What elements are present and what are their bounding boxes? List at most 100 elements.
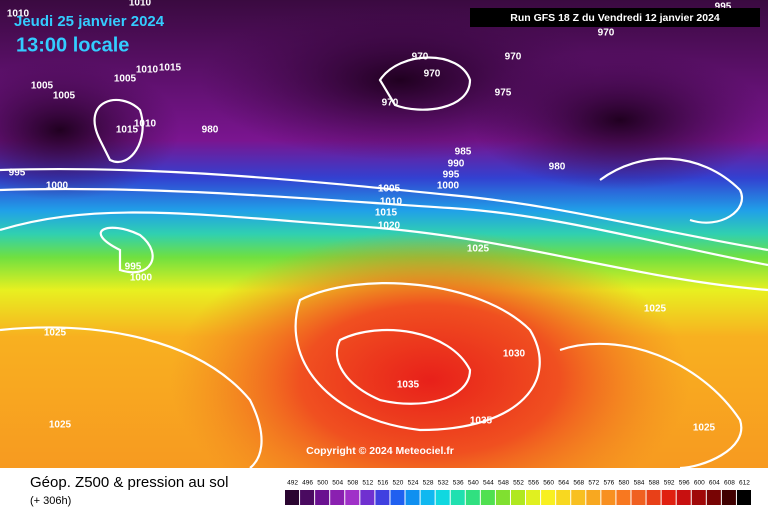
- isobar-label: 1025: [644, 304, 667, 315]
- scale-label: 496: [302, 480, 313, 487]
- isobar-label: 1025: [44, 328, 67, 339]
- scale-swatch: [541, 490, 556, 505]
- scale-label: 516: [377, 480, 388, 487]
- scale-swatch: [465, 490, 480, 505]
- isobar-label: 970: [505, 52, 522, 63]
- isobar-label: 1000: [437, 181, 460, 192]
- date: Jeudi 25 janvier 2024: [14, 13, 165, 30]
- scale-label: 612: [739, 480, 750, 487]
- scale-label: 588: [649, 480, 660, 487]
- copyright: Copyright © 2024 Meteociel.fr: [306, 445, 454, 457]
- scale-label: 584: [634, 480, 645, 487]
- isobar-label: 970: [382, 98, 399, 109]
- scale-label: 600: [694, 480, 705, 487]
- isobar-label: 1015: [375, 208, 398, 219]
- scale-swatch: [450, 490, 465, 505]
- scale-swatch: [330, 490, 345, 505]
- isobar-label: 1010: [380, 197, 403, 208]
- scale-label: 536: [453, 480, 464, 487]
- scale-swatch: [631, 490, 646, 505]
- scale-swatch: [285, 490, 300, 505]
- isobar-label: 1005: [378, 184, 401, 195]
- scale-swatch: [736, 490, 751, 505]
- run-info: Run GFS 18 Z du Vendredi 12 janvier 2024: [510, 12, 720, 24]
- time: 13:00 locale: [16, 34, 129, 56]
- scale-label: 508: [347, 480, 358, 487]
- scale-label: 492: [287, 480, 298, 487]
- isobar-label: 995: [125, 262, 142, 273]
- isobar-label: 1010: [134, 119, 157, 130]
- scale-label: 540: [468, 480, 479, 487]
- scale-swatch: [495, 490, 510, 505]
- scale-swatch: [571, 490, 586, 505]
- scale-label: 552: [513, 480, 524, 487]
- isobar-label: 970: [598, 28, 615, 39]
- scale-swatch: [360, 490, 375, 505]
- isobar-label: 990: [448, 159, 465, 170]
- scale-swatch: [556, 490, 571, 505]
- scale-swatch: [420, 490, 435, 505]
- isobar-label: 995: [443, 170, 460, 181]
- isobar-label: 975: [495, 88, 512, 99]
- scale-swatch: [435, 490, 450, 505]
- scale-label: 572: [588, 480, 599, 487]
- isobar-label: 970: [424, 69, 441, 80]
- scale-label: 576: [603, 480, 614, 487]
- scale-swatch: [480, 490, 495, 505]
- scale-label: 596: [679, 480, 690, 487]
- isobar-label: 1005: [31, 81, 54, 92]
- scale-swatch: [616, 490, 631, 505]
- scale-label: 512: [362, 480, 373, 487]
- isobar-label: 1005: [53, 91, 76, 102]
- isobar-label: 1000: [46, 181, 69, 192]
- scale-swatch: [405, 490, 420, 505]
- scale-label: 556: [528, 480, 539, 487]
- scale-label: 608: [724, 480, 735, 487]
- isobar-label: 1025: [693, 423, 716, 434]
- scale-swatch: [526, 490, 541, 505]
- scale-label: 592: [664, 480, 675, 487]
- scale-swatch: [706, 490, 721, 505]
- scale-label: 560: [543, 480, 554, 487]
- isobar-label: 995: [715, 2, 732, 13]
- scale-label: 568: [573, 480, 584, 487]
- isobar-label: 980: [202, 125, 219, 136]
- scale-swatch: [601, 490, 616, 505]
- scale-swatch: [646, 490, 661, 505]
- scale-swatch: [510, 490, 526, 505]
- isobar-label: 980: [549, 162, 566, 173]
- isobar-label: 1020: [378, 221, 401, 232]
- scale-swatch: [345, 490, 360, 505]
- scale-swatch: [676, 490, 691, 505]
- isobar-label: 1005: [114, 74, 137, 85]
- scale-label: 504: [332, 480, 343, 487]
- scale-swatch: [691, 490, 706, 505]
- run-box: [470, 8, 760, 27]
- scale-label: 580: [619, 480, 630, 487]
- isobar-label: 1035: [397, 380, 420, 391]
- footer-lead: (+ 306h): [30, 495, 71, 507]
- scale-swatch: [375, 490, 390, 505]
- isobar-label: 1000: [130, 273, 153, 284]
- scale-label: 524: [408, 480, 419, 487]
- isobar-label: 1015: [116, 125, 139, 136]
- scale-label: 500: [317, 480, 328, 487]
- scale-swatch: [300, 490, 315, 505]
- scale-swatch: [315, 490, 330, 505]
- isobar-label: 1025: [467, 244, 490, 255]
- scale-swatch: [661, 490, 676, 505]
- isobar-label: 1010: [129, 0, 152, 9]
- scale-label: 604: [709, 480, 720, 487]
- isobar-label: 1030: [503, 349, 526, 360]
- scale-swatch: [586, 490, 601, 505]
- isobar-label: 1010: [136, 65, 159, 76]
- isobar-label: 1015: [159, 63, 182, 74]
- scale-label: 548: [498, 480, 509, 487]
- scale-swatch: [721, 490, 736, 505]
- scale-label: 564: [558, 480, 569, 487]
- isobar-label: 970: [412, 52, 429, 63]
- isobar-label: 1010: [7, 9, 30, 20]
- scale-label: 528: [423, 480, 434, 487]
